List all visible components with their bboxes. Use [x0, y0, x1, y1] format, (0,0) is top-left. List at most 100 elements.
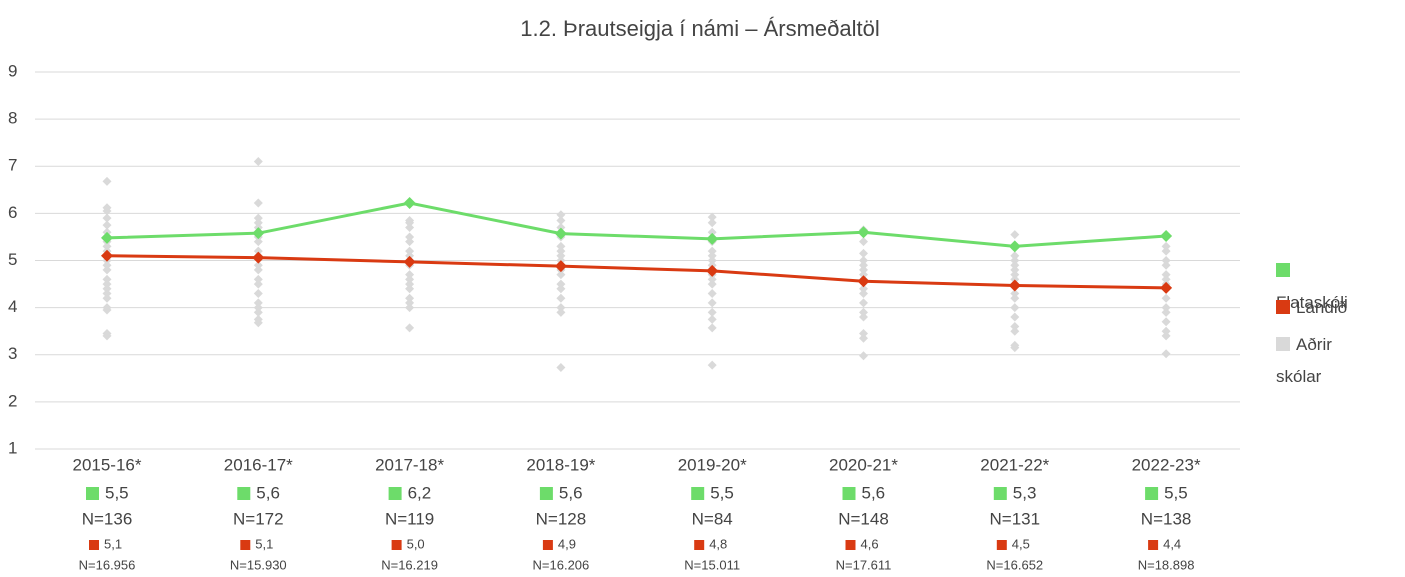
- n-label: N=136: [82, 509, 133, 528]
- other-school-point: [859, 329, 868, 339]
- other-school-point: [556, 279, 566, 289]
- other-school-point: [1010, 288, 1020, 298]
- other-school-point: [1010, 251, 1020, 261]
- other-school-point: [859, 265, 868, 275]
- point: [101, 249, 113, 262]
- other-school-point: [102, 260, 112, 270]
- other-school-point: [556, 270, 566, 280]
- other-school-point: [556, 303, 566, 313]
- other-school-point: [1161, 331, 1171, 341]
- other-school-point: [859, 270, 868, 280]
- other-school-point: [707, 212, 717, 222]
- legend-label: Flataskóli: [1276, 293, 1348, 312]
- other-school-point: [1161, 326, 1171, 336]
- other-school-point: [707, 288, 717, 298]
- other-school-point: [556, 293, 566, 303]
- value-label: 4,4: [1163, 536, 1181, 551]
- y-tick-label: 5: [8, 250, 17, 269]
- other-school-point: [707, 314, 717, 324]
- other-school-point: [253, 246, 263, 256]
- other-school-point: [102, 206, 112, 216]
- other-school-point: [859, 284, 868, 294]
- other-school-point: [1010, 260, 1020, 270]
- other-school-point: [1010, 326, 1020, 336]
- point: [403, 255, 416, 268]
- other-school-point: [707, 298, 717, 308]
- other-school-point: [1010, 293, 1020, 303]
- other-school-point: [253, 274, 263, 284]
- other-school-point: [707, 360, 717, 370]
- other-school-point: [1161, 256, 1171, 265]
- other-school-point: [1161, 260, 1171, 270]
- point: [706, 264, 719, 277]
- legend-item: Landið: [1276, 292, 1366, 324]
- other-school-point: [102, 213, 112, 223]
- other-school-point: [405, 274, 415, 284]
- other-school-point: [1161, 307, 1171, 317]
- other-school-point: [102, 331, 112, 341]
- legend-swatch: [993, 487, 1007, 500]
- other-school-point: [556, 215, 566, 225]
- other-school-point: [1161, 241, 1171, 251]
- other-school-point: [859, 288, 868, 298]
- chart-title: 1.2. Þrautseigja í námi – Ársmeðaltöl: [520, 16, 880, 41]
- n-label: N=16.956: [79, 557, 136, 572]
- legend-swatch: [1276, 337, 1290, 351]
- other-school-point: [707, 274, 717, 284]
- series-line: [106, 254, 1167, 290]
- other-school-point: [253, 260, 263, 270]
- other-school-point: [253, 303, 263, 313]
- legend-item: Flataskóli: [1276, 255, 1366, 319]
- y-tick-label: 3: [8, 344, 17, 363]
- other-school-point: [405, 270, 415, 280]
- other-school-point: [1010, 303, 1020, 313]
- other-school-point: [405, 303, 415, 313]
- x-tick-label: 2020-21*: [829, 455, 898, 474]
- other-school-point: [102, 305, 112, 315]
- point: [1160, 229, 1173, 242]
- other-school-point: [1010, 274, 1020, 284]
- other-school-point: [556, 223, 566, 233]
- point: [101, 231, 113, 244]
- other-school-point: [253, 318, 263, 328]
- n-label: N=138: [1141, 509, 1192, 528]
- other-school-point: [253, 307, 263, 317]
- other-school-point: [253, 279, 263, 289]
- other-school-point: [102, 220, 112, 230]
- value-label: 5,6: [256, 483, 280, 502]
- legend-swatch: [694, 540, 705, 550]
- other-school-point: [405, 218, 415, 228]
- value-label: 5,0: [407, 536, 425, 551]
- value-label: 6,2: [408, 483, 432, 502]
- point: [857, 275, 870, 288]
- y-tick-label: 4: [8, 297, 17, 316]
- legend-swatch: [996, 540, 1007, 550]
- point: [554, 260, 567, 273]
- point: [1008, 279, 1021, 292]
- point: [1008, 240, 1021, 253]
- other-school-point: [102, 176, 112, 186]
- y-tick-label: 2: [8, 391, 17, 410]
- other-school-point: [556, 307, 566, 317]
- other-school-point: [1161, 293, 1171, 303]
- other-school-point: [707, 218, 717, 228]
- other-school-point: [556, 241, 566, 251]
- series-line: [106, 201, 1167, 248]
- value-label: 5,5: [1164, 483, 1188, 502]
- other-school-point: [1010, 343, 1020, 353]
- other-school-point: [1161, 317, 1171, 327]
- n-label: N=84: [692, 509, 733, 528]
- other-school-point: [1161, 246, 1171, 256]
- other-school-point: [102, 279, 112, 289]
- other-school-point: [859, 237, 868, 247]
- point: [1160, 281, 1173, 294]
- point: [554, 227, 567, 240]
- legend-swatch: [1276, 300, 1290, 314]
- other-school-point: [859, 260, 868, 270]
- value-label: 4,5: [1012, 536, 1030, 551]
- value-label: 5,5: [105, 483, 129, 502]
- point: [403, 197, 416, 210]
- other-school-point: [253, 213, 263, 223]
- other-school-point: [556, 246, 566, 256]
